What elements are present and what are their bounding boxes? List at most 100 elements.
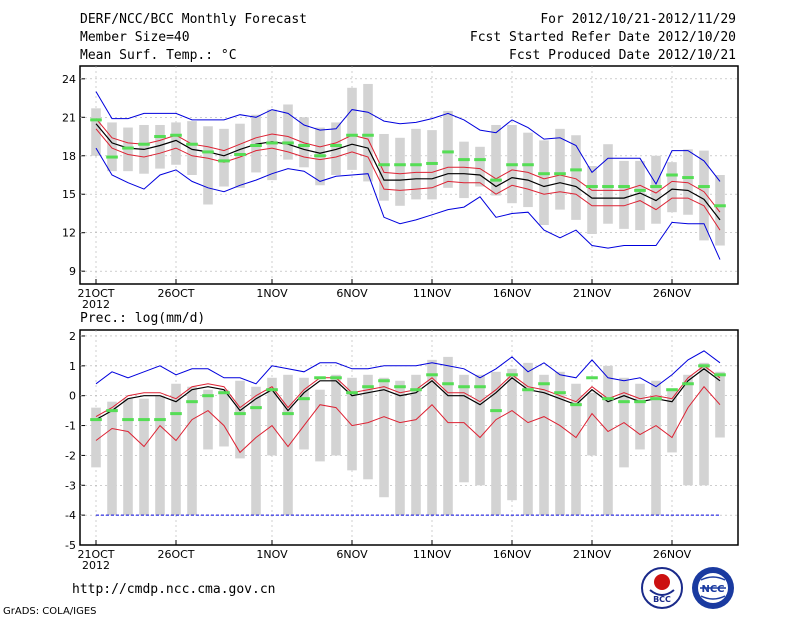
obs-marker (298, 397, 310, 401)
obs-marker (474, 158, 486, 162)
obs-marker (458, 158, 470, 162)
ensemble-box (683, 149, 693, 215)
ensemble-box (155, 395, 165, 516)
obs-marker (490, 409, 502, 413)
ensemble-box (123, 398, 133, 516)
obs-marker (538, 172, 550, 176)
spread-high-line (95, 91, 721, 186)
obs-marker (346, 133, 358, 137)
lower-band-line (95, 385, 721, 454)
ensemble-box (299, 377, 309, 450)
obs-marker (362, 133, 374, 137)
ensemble-box (555, 128, 565, 210)
obs-marker (170, 412, 182, 416)
ensemble-box (651, 155, 661, 224)
ensemble-box (139, 398, 149, 516)
ensemble-box (571, 135, 581, 220)
obs-marker (682, 176, 694, 180)
obs-marker (314, 376, 326, 380)
ensemble-box (555, 371, 565, 516)
spread-high-line (95, 350, 721, 388)
ensemble-box (315, 389, 325, 462)
x-tick-label: 21NOV (573, 548, 612, 561)
obs-marker (538, 382, 550, 386)
y-tick-label: 9 (69, 265, 76, 278)
obs-marker (346, 391, 358, 395)
ensemble-box (699, 362, 709, 486)
ensemble-box (107, 401, 117, 516)
obs-marker (426, 373, 438, 377)
obs-marker (522, 388, 534, 392)
obs-marker (666, 388, 678, 392)
ensemble-box (219, 128, 229, 187)
obs-marker (282, 141, 294, 145)
obs-marker (218, 159, 230, 163)
ensemble-box (539, 374, 549, 516)
ensemble-box (699, 150, 709, 241)
obs-marker (506, 163, 518, 167)
x-tick-label: 21OCT (77, 287, 114, 300)
y-tick-label: 18 (62, 150, 76, 163)
obs-marker (490, 178, 502, 182)
obs-marker (234, 152, 246, 156)
ensemble-box (187, 121, 197, 175)
upper-band-line (95, 118, 721, 213)
ensemble-mean-line (95, 368, 721, 421)
obs-marker (634, 188, 646, 192)
grads-credit: GrADS: COLA/IGES (3, 606, 97, 617)
ensemble-box (219, 389, 229, 447)
ensemble-box (379, 377, 389, 498)
ensemble-box (523, 362, 533, 516)
x-tick-label: 16NOV (493, 287, 532, 300)
ensemble-box (107, 122, 117, 172)
ensemble-box (571, 383, 581, 516)
obs-marker (154, 418, 166, 422)
plot-frame (79, 329, 739, 546)
obs-marker (250, 144, 262, 148)
ensemble-box (411, 374, 421, 516)
ensemble-box (683, 374, 693, 486)
x-tick-label: 26OCT (157, 287, 194, 300)
obs-marker (170, 133, 182, 137)
obs-marker (138, 418, 150, 422)
obs-marker (202, 394, 214, 398)
obs-marker (394, 163, 406, 167)
website-url[interactable]: http://cmdp.ncc.cma.gov.cn (72, 582, 276, 597)
ensemble-box (363, 83, 373, 182)
y-tick-label: 15 (62, 188, 76, 201)
obs-marker (506, 373, 518, 377)
obs-marker (554, 391, 566, 395)
obs-marker (330, 376, 342, 380)
ensemble-box (443, 356, 453, 516)
obs-marker (330, 144, 342, 148)
y-tick-label: -2 (65, 449, 76, 462)
ensemble-box (475, 146, 485, 187)
ensemble-box (475, 374, 485, 486)
obs-marker (90, 418, 102, 422)
ensemble-box (603, 144, 613, 224)
logos: BCC NCC (641, 567, 734, 609)
ensemble-mean-line (95, 123, 721, 221)
ensemble-box (619, 160, 629, 229)
chart-title: DERF/NCC/BCC Monthly Forecast (80, 12, 307, 27)
obs-marker (714, 204, 726, 208)
ensemble-box (347, 87, 357, 170)
obs-marker (442, 382, 454, 386)
obs-marker (650, 185, 662, 189)
ensemble-box (635, 160, 645, 231)
ensemble-box (443, 110, 453, 188)
obs-marker (298, 144, 310, 148)
y-tick-label: 2 (69, 330, 76, 343)
ensemble-box (171, 383, 181, 516)
y-tick-label: 24 (62, 73, 76, 86)
spread-low-line (95, 147, 721, 260)
ensemble-box (395, 380, 405, 516)
obs-marker (378, 163, 390, 167)
forecast-period: For 2012/10/21-2012/11/29 (540, 12, 736, 27)
obs-marker (458, 385, 470, 389)
x-tick-label: 11NOV (413, 548, 452, 561)
ensemble-box (251, 386, 261, 516)
obs-marker (698, 364, 710, 368)
x-tick-label: 26NOV (653, 287, 692, 300)
ensemble-box (187, 386, 197, 516)
